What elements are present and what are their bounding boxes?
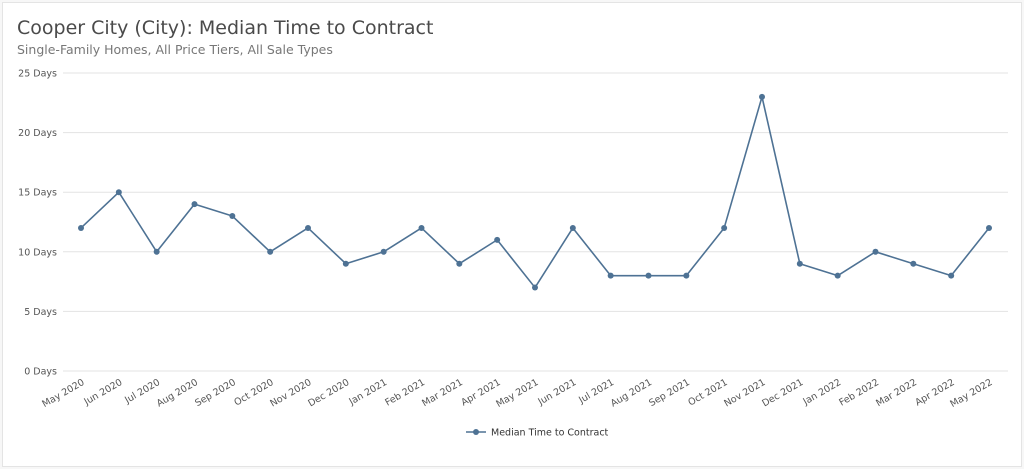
data-point[interactable] [418,224,425,231]
data-point[interactable] [267,248,274,255]
y-tick-label: 0 Days [24,367,57,378]
x-tick-label: Sep 2020 [193,377,238,409]
gridlines [63,72,1008,372]
x-tick-label: May 2022 [948,377,994,410]
data-point[interactable] [948,272,955,279]
chart-subtitle: Single-Family Homes, All Price Tiers, Al… [17,42,333,57]
data-point[interactable] [229,213,236,220]
x-tick-label: Jan 2021 [347,377,390,408]
data-point[interactable] [910,260,917,267]
data-point[interactable] [532,284,538,291]
data-point[interactable] [342,260,349,267]
data-point[interactable] [986,224,992,231]
x-tick-label: May 2020 [40,377,86,410]
x-tick-label: Mar 2021 [420,377,465,409]
y-tick-label: 25 Days [18,69,57,80]
data-point[interactable] [380,248,387,255]
data-point[interactable] [683,272,690,279]
x-tick-label: Mar 2022 [874,377,919,409]
data-point[interactable] [78,224,84,231]
x-tick-label: Oct 2020 [232,377,275,408]
data-point[interactable] [872,248,879,255]
x-tick-label: Jun 2021 [536,377,579,408]
legend-point-marker [473,429,479,435]
x-tick-label: Aug 2021 [609,377,654,409]
x-tick-label: Feb 2021 [383,377,427,409]
data-point[interactable] [305,224,311,231]
y-axis-ticks: 0 Days 5 Days 10 Days 15 Days 20 Days 25 Days [18,69,57,378]
x-tick-label: Jan 2022 [801,377,844,408]
x-tick-label: Nov 2021 [722,377,767,409]
chart-title: Cooper City (City): Median Time to Contr… [17,17,434,39]
x-tick-label: Dec 2021 [760,377,805,409]
x-tick-label: Sep 2021 [647,377,692,409]
data-point[interactable] [191,201,198,208]
data-point[interactable] [834,272,841,279]
data-point[interactable] [569,224,576,231]
y-tick-label: 10 Days [18,247,57,258]
data-point[interactable] [153,248,160,255]
series-layer [78,93,992,291]
legend[interactable]: Median Time to Contract [466,428,609,439]
legend-label: Median Time to Contract [491,428,609,439]
y-tick-label: 20 Days [18,128,57,139]
x-tick-label: Oct 2021 [686,377,729,408]
x-tick-label: Dec 2020 [306,377,351,409]
data-point[interactable] [456,260,463,267]
y-tick-label: 15 Days [18,188,57,199]
data-point[interactable] [759,93,765,100]
data-point[interactable] [607,272,614,279]
y-tick-label: 5 Days [24,307,57,318]
data-point[interactable] [721,224,728,231]
x-tick-label: Nov 2020 [268,377,313,409]
data-point[interactable] [115,189,122,196]
data-point[interactable] [494,236,501,243]
x-tick-label: Jun 2020 [82,377,125,408]
data-point[interactable] [645,272,652,279]
x-tick-label: May 2021 [494,377,540,410]
data-point[interactable] [796,260,803,267]
x-tick-label: Aug 2020 [155,377,200,409]
x-tick-label: Feb 2022 [837,377,881,409]
